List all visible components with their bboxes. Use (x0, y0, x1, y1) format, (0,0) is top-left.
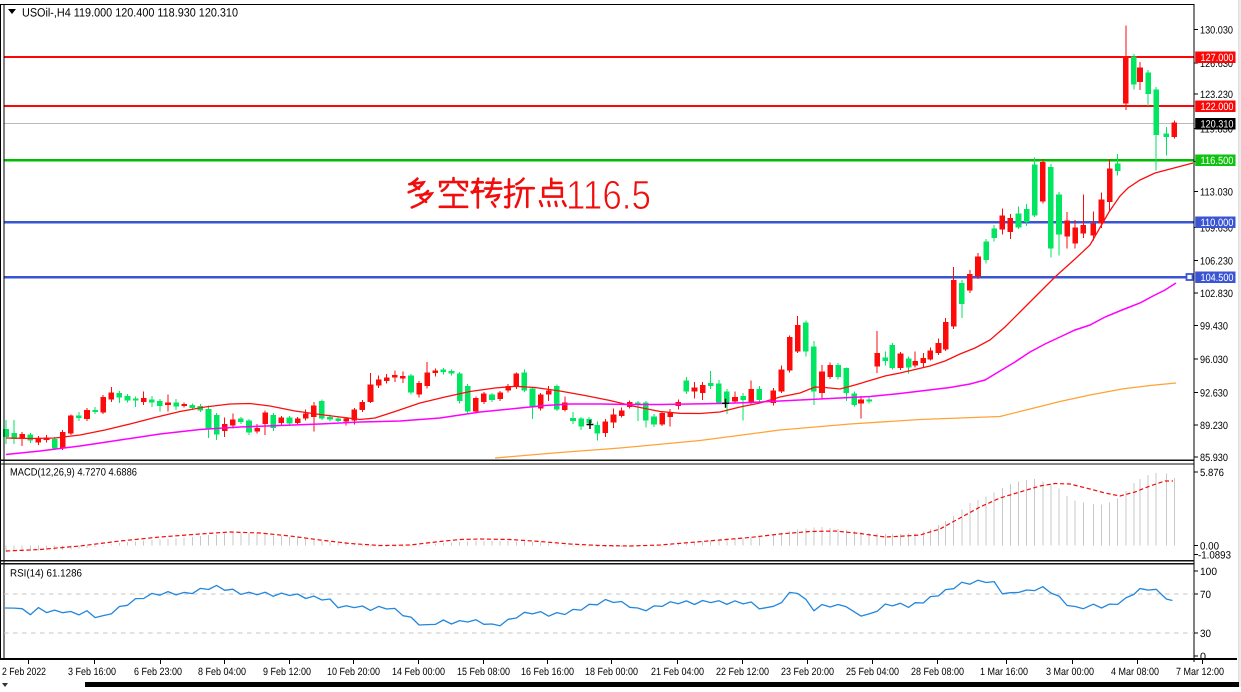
svg-text:85.930: 85.930 (1200, 452, 1228, 464)
svg-text:USOil-,H4 119.000 120.400 118: USOil-,H4 119.000 120.400 118.930 120.31… (22, 6, 238, 20)
svg-text:130.030: 130.030 (1200, 25, 1233, 37)
svg-text:110.000: 110.000 (1201, 217, 1234, 229)
svg-text:104.500: 104.500 (1201, 272, 1234, 284)
svg-text:23 Feb 20:00: 23 Feb 20:00 (781, 666, 834, 678)
svg-text:106.230: 106.230 (1200, 256, 1233, 268)
svg-text:0: 0 (1200, 651, 1206, 663)
svg-text:100: 100 (1200, 566, 1217, 578)
svg-text:RSI(14) 61.1286: RSI(14) 61.1286 (10, 568, 82, 580)
svg-text:28 Feb 08:00: 28 Feb 08:00 (911, 666, 964, 678)
svg-text:2 Feb 2022: 2 Feb 2022 (2, 666, 46, 678)
svg-text:127.000: 127.000 (1201, 52, 1234, 64)
svg-text:22 Feb 12:00: 22 Feb 12:00 (716, 666, 769, 678)
svg-text:89.230: 89.230 (1200, 420, 1228, 432)
svg-text:96.030: 96.030 (1200, 354, 1228, 366)
svg-text:-1.0893: -1.0893 (1198, 550, 1231, 562)
svg-text:18 Feb 00:00: 18 Feb 00:00 (585, 666, 638, 678)
svg-text:113.030: 113.030 (1200, 187, 1233, 199)
svg-text:0.00: 0.00 (1200, 541, 1219, 553)
svg-text:99.430: 99.430 (1200, 321, 1228, 333)
svg-text:122.000: 122.000 (1201, 101, 1234, 113)
svg-text:92.630: 92.630 (1200, 388, 1228, 400)
svg-text:16 Feb 16:00: 16 Feb 16:00 (521, 666, 574, 678)
svg-text:9 Feb 12:00: 9 Feb 12:00 (263, 666, 311, 678)
svg-text:5.876: 5.876 (1200, 467, 1224, 479)
svg-text:102.830: 102.830 (1200, 288, 1233, 300)
svg-text:123.230: 123.230 (1200, 89, 1233, 101)
svg-text:116.5: 116.5 (566, 172, 651, 218)
svg-text:4 Mar 08:00: 4 Mar 08:00 (1111, 666, 1159, 678)
svg-text:25 Feb 04:00: 25 Feb 04:00 (846, 666, 899, 678)
svg-text:21 Feb 04:00: 21 Feb 04:00 (651, 666, 704, 678)
svg-text:120.310: 120.310 (1201, 119, 1234, 131)
svg-text:3 Feb 16:00: 3 Feb 16:00 (68, 666, 116, 678)
svg-text:1 Mar 16:00: 1 Mar 16:00 (980, 666, 1028, 678)
svg-text:MACD(12,26,9) 4.7270 4.6886: MACD(12,26,9) 4.7270 4.6886 (10, 467, 137, 479)
svg-text:10 Feb 20:00: 10 Feb 20:00 (327, 666, 380, 678)
svg-text:116.500: 116.500 (1201, 155, 1234, 167)
svg-text:7 Mar 12:00: 7 Mar 12:00 (1176, 666, 1224, 678)
svg-text:30: 30 (1200, 628, 1211, 640)
svg-text:70: 70 (1200, 589, 1211, 601)
svg-text:6 Feb 23:00: 6 Feb 23:00 (134, 666, 182, 678)
svg-text:14 Feb 00:00: 14 Feb 00:00 (392, 666, 445, 678)
svg-text:15 Feb 08:00: 15 Feb 08:00 (457, 666, 510, 678)
svg-text:8 Feb 04:00: 8 Feb 04:00 (198, 666, 246, 678)
svg-text:3 Mar 00:00: 3 Mar 00:00 (1046, 666, 1094, 678)
